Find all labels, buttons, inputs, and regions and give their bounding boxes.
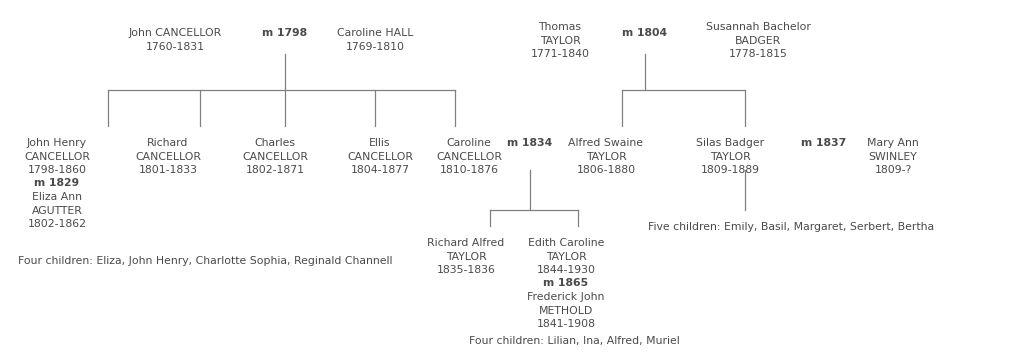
Text: 1802-1862: 1802-1862 <box>28 219 86 229</box>
Text: Frederick John: Frederick John <box>527 292 605 302</box>
Text: 1798-1860: 1798-1860 <box>28 165 86 175</box>
Text: 1835-1836: 1835-1836 <box>436 265 496 275</box>
Text: 1804-1877: 1804-1877 <box>350 165 410 175</box>
Text: 1809-1889: 1809-1889 <box>700 165 760 175</box>
Text: CANCELLOR: CANCELLOR <box>436 151 502 162</box>
Text: 1801-1833: 1801-1833 <box>138 165 198 175</box>
Text: 1769-1810: 1769-1810 <box>345 41 404 52</box>
Text: Five children: Emily, Basil, Margaret, Serbert, Bertha: Five children: Emily, Basil, Margaret, S… <box>648 222 934 232</box>
Text: 1810-1876: 1810-1876 <box>439 165 499 175</box>
Text: m 1804: m 1804 <box>623 28 668 38</box>
Text: m 1829: m 1829 <box>35 179 80 188</box>
Text: Silas Badger: Silas Badger <box>696 138 764 148</box>
Text: Susannah Bachelor: Susannah Bachelor <box>706 22 810 32</box>
Text: m 1834: m 1834 <box>507 138 553 148</box>
Text: CANCELLOR: CANCELLOR <box>347 151 413 162</box>
Text: CANCELLOR: CANCELLOR <box>24 151 90 162</box>
Text: John Henry: John Henry <box>27 138 87 148</box>
Text: Charles: Charles <box>255 138 296 148</box>
Text: Caroline: Caroline <box>446 138 492 148</box>
Text: 1806-1880: 1806-1880 <box>577 165 636 175</box>
Text: 1844-1930: 1844-1930 <box>537 265 596 275</box>
Text: m 1837: m 1837 <box>802 138 847 148</box>
Text: METHOLD: METHOLD <box>539 306 593 315</box>
Text: 1778-1815: 1778-1815 <box>728 49 787 59</box>
Text: Richard Alfred: Richard Alfred <box>427 238 505 248</box>
Text: Four children: Lilian, Ina, Alfred, Muriel: Four children: Lilian, Ina, Alfred, Muri… <box>469 336 680 346</box>
Text: TAYLOR: TAYLOR <box>710 151 751 162</box>
Text: CANCELLOR: CANCELLOR <box>242 151 308 162</box>
Text: TAYLOR: TAYLOR <box>586 151 627 162</box>
Text: 1841-1908: 1841-1908 <box>537 319 596 329</box>
Text: Edith Caroline: Edith Caroline <box>527 238 604 248</box>
Text: Thomas: Thomas <box>539 22 582 32</box>
Text: 1802-1871: 1802-1871 <box>246 165 304 175</box>
Text: m 1865: m 1865 <box>544 278 589 289</box>
Text: TAYLOR: TAYLOR <box>546 252 587 261</box>
Text: BADGER: BADGER <box>735 36 781 45</box>
Text: AGUTTER: AGUTTER <box>32 205 83 216</box>
Text: CANCELLOR: CANCELLOR <box>135 151 201 162</box>
Text: Ellis: Ellis <box>370 138 391 148</box>
Text: m 1798: m 1798 <box>262 28 307 38</box>
Text: Alfred Swaine: Alfred Swaine <box>568 138 643 148</box>
Text: 1771-1840: 1771-1840 <box>530 49 590 59</box>
Text: TAYLOR: TAYLOR <box>540 36 581 45</box>
Text: Richard: Richard <box>147 138 188 148</box>
Text: Eliza Ann: Eliza Ann <box>32 192 82 202</box>
Text: Four children: Eliza, John Henry, Charlotte Sophia, Reginald Channell: Four children: Eliza, John Henry, Charlo… <box>18 256 392 266</box>
Text: Caroline HALL: Caroline HALL <box>337 28 414 38</box>
Text: TAYLOR: TAYLOR <box>445 252 486 261</box>
Text: SWINLEY: SWINLEY <box>868 151 918 162</box>
Text: John CANCELLOR: John CANCELLOR <box>128 28 221 38</box>
Text: Mary Ann: Mary Ann <box>867 138 919 148</box>
Text: 1760-1831: 1760-1831 <box>145 41 205 52</box>
Text: 1809-?: 1809-? <box>874 165 911 175</box>
